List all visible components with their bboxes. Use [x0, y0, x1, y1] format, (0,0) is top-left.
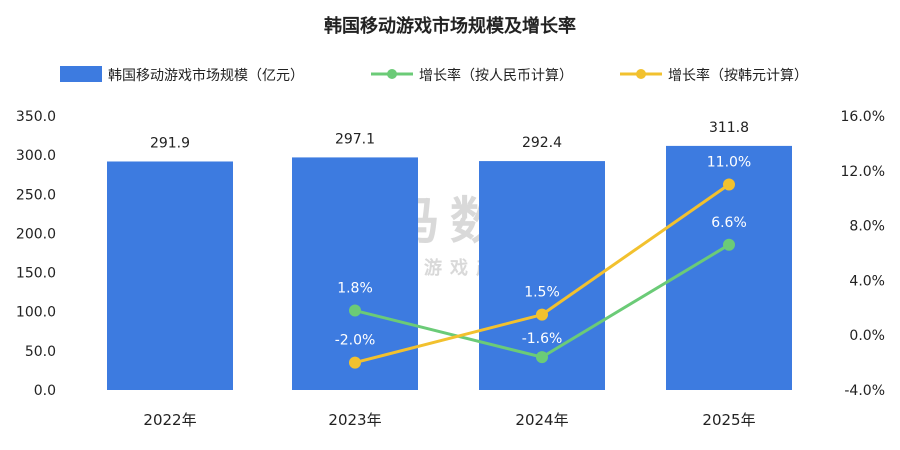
right-axis-tick: 12.0% — [841, 164, 885, 180]
series-point — [536, 308, 548, 321]
left-axis-tick: 0.0 — [34, 383, 56, 399]
legend-rmb-marker — [387, 69, 397, 79]
left-axis-tick: 250.0 — [16, 187, 56, 203]
bar — [107, 161, 233, 390]
right-axis-tick: 0.0% — [849, 328, 885, 344]
x-axis-label: 2022年 — [143, 411, 196, 429]
legend-rmb-label: 增长率（按人民币计算） — [419, 67, 573, 84]
right-axis-tick: 8.0% — [849, 219, 885, 235]
bar-value-label: 297.1 — [335, 131, 375, 147]
series-data-label: -2.0% — [335, 333, 376, 349]
left-axis-tick: 200.0 — [16, 226, 56, 242]
series-point — [349, 356, 361, 369]
x-axis-label: 2024年 — [515, 411, 568, 429]
plot-area: 0.0 50.0 100.0 150.0 200.0 250.0 300.0 350.0 -4.… — [16, 109, 885, 429]
right-axis-tick: 4.0% — [849, 273, 885, 289]
legend-bar-swatch — [60, 66, 102, 82]
series-point — [349, 304, 361, 317]
right-axis-tick: -4.0% — [844, 383, 885, 399]
legend: 韩国移动游戏市场规模（亿元） 增长率（按人民币计算） 增长率（按韩元计算） — [60, 66, 808, 84]
left-axis-tick: 350.0 — [16, 109, 56, 125]
legend-bar-label: 韩国移动游戏市场规模（亿元） — [108, 67, 304, 84]
left-axis-tick: 50.0 — [25, 344, 56, 360]
left-axis-tick: 100.0 — [16, 305, 56, 321]
series-data-label: 1.5% — [524, 285, 560, 301]
series-data-label: 1.8% — [337, 281, 373, 297]
x-axis-label: 2025年 — [702, 411, 755, 429]
series-point — [723, 178, 735, 191]
series-data-label: 6.6% — [711, 215, 747, 231]
bar-value-label: 311.8 — [709, 120, 749, 136]
series-data-label: 11.0% — [707, 155, 751, 171]
legend-krw-marker — [636, 69, 646, 79]
bar-value-label: 292.4 — [522, 135, 562, 151]
legend-krw-label: 增长率（按韩元计算） — [668, 67, 808, 84]
left-axis-tick: 300.0 — [16, 148, 56, 164]
x-axis-label: 2023年 — [328, 411, 381, 429]
chart-title: 韩国移动游戏市场规模及增长率 — [324, 15, 576, 37]
series-point — [536, 351, 548, 364]
right-axis-tick: 16.0% — [841, 109, 885, 125]
series-point — [723, 238, 735, 251]
left-axis-tick: 150.0 — [16, 266, 56, 282]
series-data-label: -1.6% — [522, 331, 563, 347]
bar-value-label: 291.9 — [150, 135, 190, 151]
bar — [292, 157, 418, 390]
